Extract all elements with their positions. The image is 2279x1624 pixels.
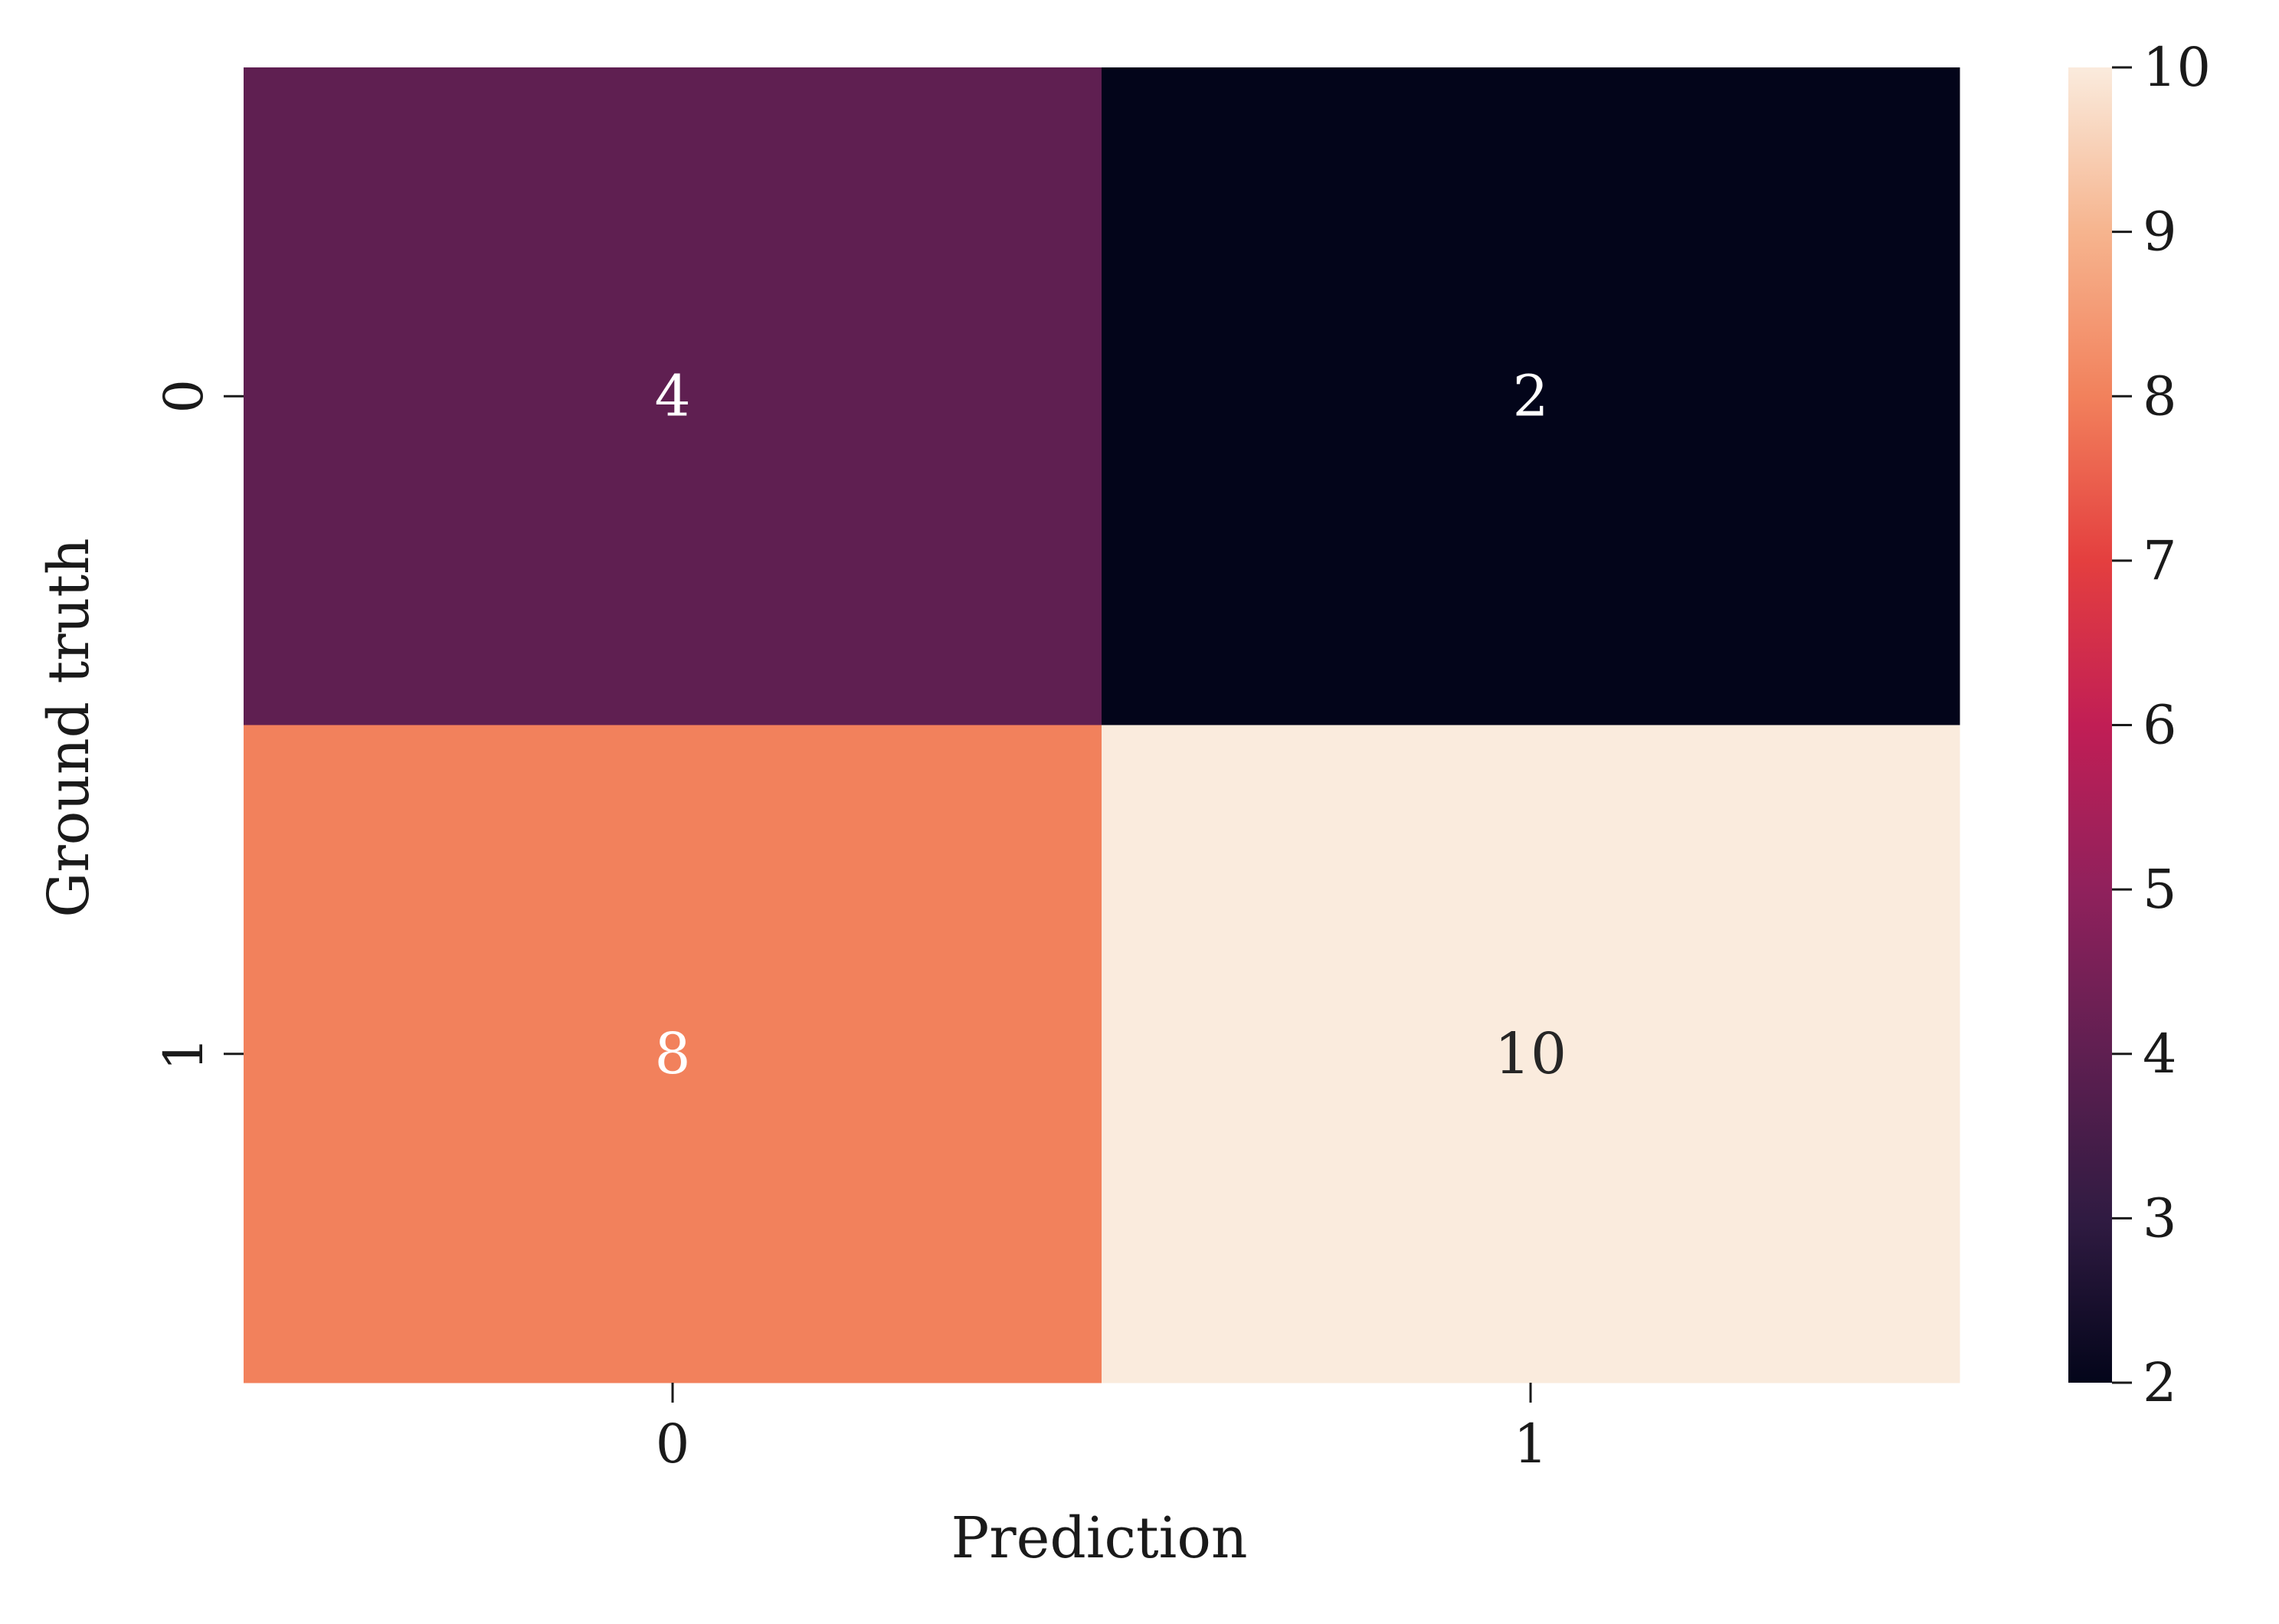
- cell-annotation-r0-c1: 2: [1512, 363, 1548, 429]
- heatmap-cell-r1-c0: [244, 725, 1102, 1383]
- y-tick-label: 1: [152, 1036, 215, 1071]
- colorbar-gradient: [2068, 67, 2112, 1383]
- colorbar-tick-label: 7: [2143, 529, 2177, 592]
- colorbar-tick-label: 6: [2143, 694, 2177, 757]
- colorbar-tick-label: 9: [2143, 201, 2177, 264]
- heatmap-cell-r0-c0: [244, 67, 1102, 725]
- cell-annotation-r1-c1: 10: [1495, 1021, 1567, 1087]
- heatmap-cell-r1-c1: [1102, 725, 1960, 1383]
- colorbar-tick-label: 3: [2143, 1187, 2177, 1249]
- y-tick-label: 0: [152, 379, 215, 414]
- y-axis-title: Ground truth: [36, 538, 102, 917]
- cell-annotations: 4 2 8 10: [654, 363, 1567, 1087]
- colorbar-tick-label: 4: [2143, 1023, 2177, 1085]
- colorbar-ticks: 2 3 4 5 6 7 8 9 10: [2112, 36, 2211, 1414]
- colorbar: 2 3 4 5 6 7 8 9 10: [2068, 36, 2211, 1414]
- heatmap-cell-r0-c1: [1102, 67, 1960, 725]
- colorbar-tick-label: 2: [2143, 1351, 2177, 1414]
- heatmap-cells: [244, 67, 1960, 1383]
- x-tick-label: 0: [656, 1413, 690, 1475]
- colorbar-tick-label: 5: [2143, 858, 2177, 921]
- colorbar-tick-label: 10: [2143, 36, 2211, 99]
- x-tick-label: 1: [1514, 1413, 1548, 1475]
- y-axis: 01: [152, 379, 244, 1071]
- x-axis-title: Prediction: [951, 1505, 1247, 1571]
- cell-annotation-r0-c0: 4: [654, 363, 690, 429]
- colorbar-tick-label: 8: [2143, 365, 2177, 427]
- cell-annotation-r1-c0: 8: [654, 1021, 690, 1087]
